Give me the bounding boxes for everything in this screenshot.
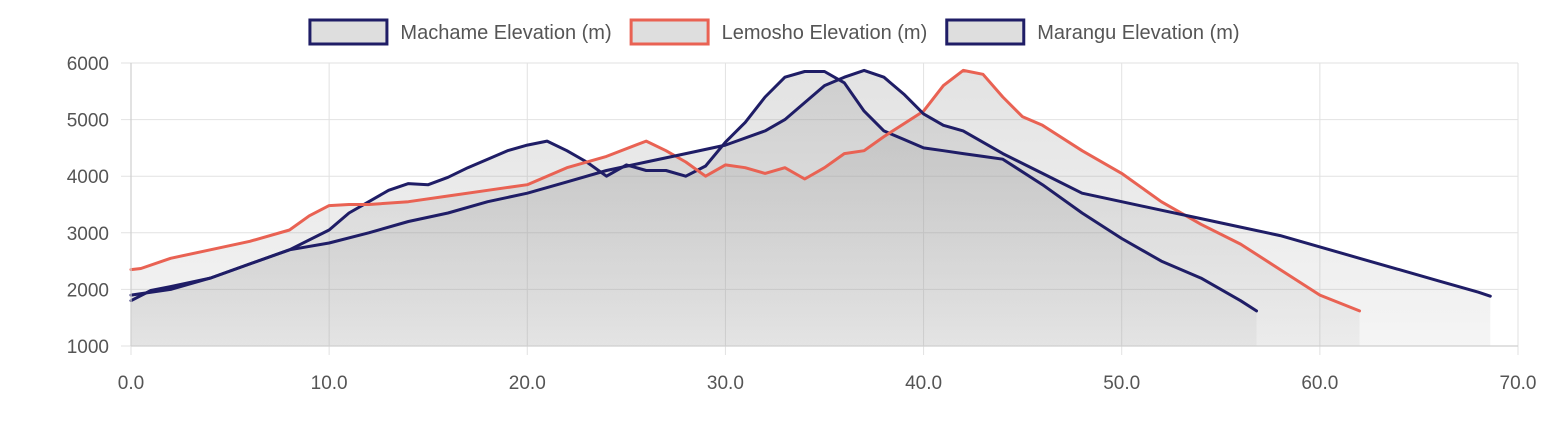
y-tick-label: 2000 <box>67 280 109 301</box>
legend-label-1[interactable]: Lemosho Elevation (m) <box>722 22 928 44</box>
x-tick-label: 60.0 <box>1301 373 1338 394</box>
y-tick-label: 3000 <box>67 224 109 245</box>
legend: Machame Elevation (m) Lemosho Elevation (… <box>308 18 1240 46</box>
x-tick-label: 10.0 <box>311 373 348 394</box>
y-tick-label: 5000 <box>67 111 109 132</box>
y-tick-label: 4000 <box>67 167 109 188</box>
y-tick-label: 6000 <box>67 54 109 75</box>
x-tick-label: 50.0 <box>1103 373 1140 394</box>
x-tick-label: 20.0 <box>509 373 546 394</box>
x-tick-label: 70.0 <box>1500 373 1537 394</box>
legend-swatch-1[interactable] <box>629 18 710 46</box>
series-line-2 <box>129 68 1492 298</box>
legend-label-2[interactable]: Marangu Elevation (m) <box>1037 22 1239 44</box>
legend-label-0[interactable]: Machame Elevation (m) <box>400 22 611 44</box>
x-tick-label: 30.0 <box>707 373 744 394</box>
series-area-2 <box>131 70 1491 347</box>
series-lines <box>129 68 1492 313</box>
series-line-1 <box>129 68 1361 313</box>
x-tick-label: 40.0 <box>905 373 942 394</box>
legend-swatch-2[interactable] <box>945 18 1026 46</box>
axes: 1000 2000 3000 4000 5000 6000 0.0 10.0 20.0 30.0 4… <box>67 54 1537 394</box>
x-tick-label: 0.0 <box>118 373 144 394</box>
series-areas <box>131 70 1491 347</box>
legend-swatch-0[interactable] <box>308 18 389 46</box>
y-tick-label: 1000 <box>67 337 109 358</box>
